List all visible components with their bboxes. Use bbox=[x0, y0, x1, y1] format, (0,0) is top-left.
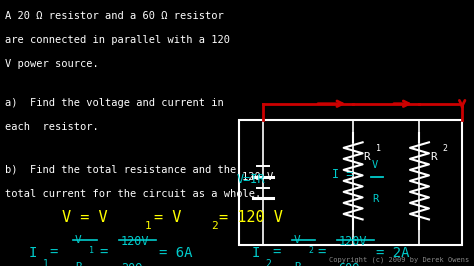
Text: =: = bbox=[318, 246, 326, 260]
Text: V: V bbox=[75, 235, 82, 246]
Text: Copyright (c) 2009 by Derek Owens: Copyright (c) 2009 by Derek Owens bbox=[329, 257, 469, 263]
Text: R: R bbox=[294, 262, 301, 266]
Text: =: = bbox=[50, 246, 58, 260]
Text: 120V: 120V bbox=[121, 235, 149, 248]
Text: 2: 2 bbox=[265, 259, 271, 266]
Text: I =: I = bbox=[332, 168, 353, 181]
Text: 1: 1 bbox=[89, 246, 94, 255]
Text: =: = bbox=[273, 246, 281, 260]
Text: R: R bbox=[372, 194, 378, 204]
Text: V=IR: V=IR bbox=[237, 173, 265, 186]
Text: b)  Find the total resistance and the: b) Find the total resistance and the bbox=[5, 165, 236, 175]
Text: 2: 2 bbox=[211, 221, 218, 231]
Text: = 6A: = 6A bbox=[159, 246, 192, 260]
Text: =: = bbox=[100, 246, 108, 260]
Text: V = V: V = V bbox=[62, 210, 107, 225]
Text: I: I bbox=[28, 246, 37, 260]
Text: R: R bbox=[364, 152, 370, 162]
Text: = V: = V bbox=[154, 210, 182, 225]
Text: 120 V: 120 V bbox=[242, 172, 273, 182]
Text: 2: 2 bbox=[442, 144, 447, 153]
Text: V power source.: V power source. bbox=[5, 59, 99, 69]
Text: V: V bbox=[372, 160, 378, 170]
Text: total current for the circuit as a whole.: total current for the circuit as a whole… bbox=[5, 189, 261, 199]
Text: 1: 1 bbox=[43, 259, 48, 266]
Text: 120V: 120V bbox=[338, 235, 367, 248]
Text: are connected in parallel with a 120: are connected in parallel with a 120 bbox=[5, 35, 230, 45]
Text: R: R bbox=[75, 262, 82, 266]
Text: A 20 Ω resistor and a 60 Ω resistor: A 20 Ω resistor and a 60 Ω resistor bbox=[5, 11, 223, 21]
Text: 1: 1 bbox=[376, 144, 381, 153]
Text: 20Ω: 20Ω bbox=[121, 262, 142, 266]
Text: 60Ω: 60Ω bbox=[338, 262, 360, 266]
Text: a)  Find the voltage and current in: a) Find the voltage and current in bbox=[5, 98, 223, 109]
Text: each  resistor.: each resistor. bbox=[5, 122, 99, 132]
Text: 2: 2 bbox=[308, 246, 313, 255]
Text: = 120 V: = 120 V bbox=[219, 210, 283, 225]
Text: V: V bbox=[294, 235, 301, 246]
Text: = 2A: = 2A bbox=[376, 246, 410, 260]
Text: R: R bbox=[430, 152, 437, 162]
Text: I: I bbox=[251, 246, 260, 260]
Text: 1: 1 bbox=[145, 221, 151, 231]
